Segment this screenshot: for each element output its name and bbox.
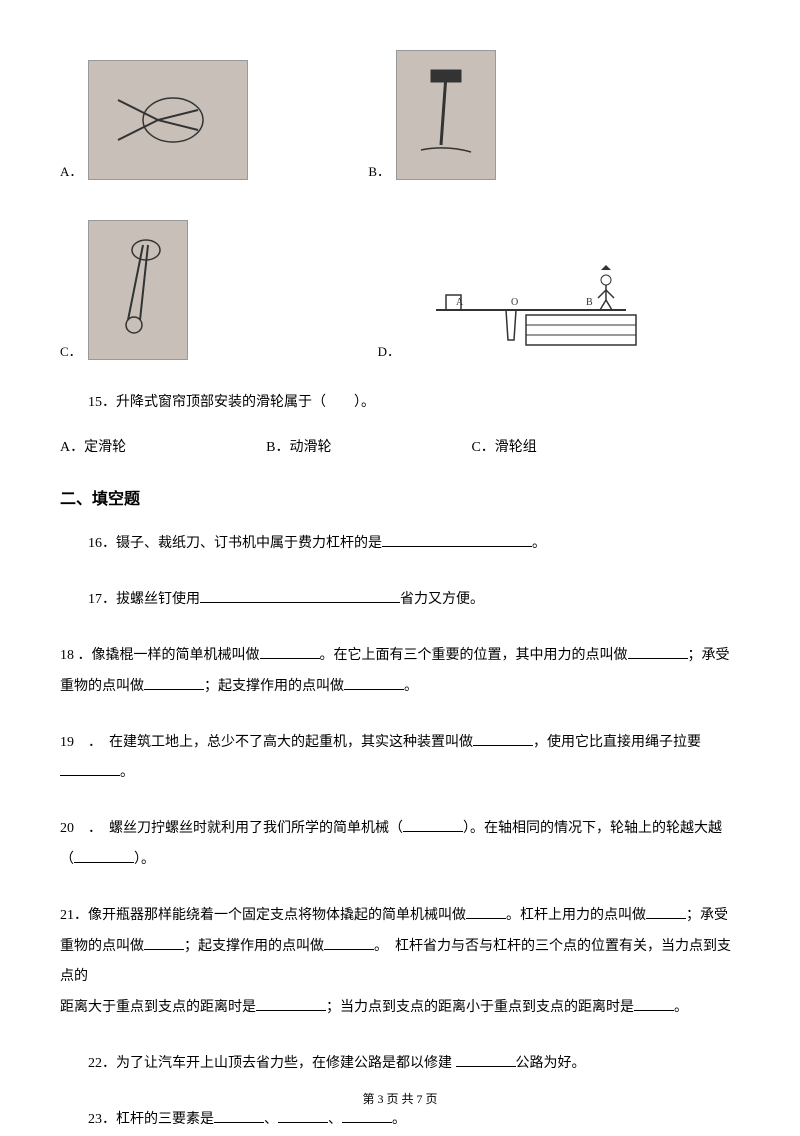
question-22: 22．为了让汽车开上山顶去省力些，在修建公路是都以修建 公路为好。	[60, 1049, 740, 1080]
question-21: 21．像开瓶器那样能绕着一个固定支点将物体撬起的简单机械叫做 。杠杆上用力的点叫做…	[60, 901, 740, 1024]
question-16: 16．镊子、裁纸刀、订书机中属于费力杠杆的是 。	[60, 529, 740, 560]
q23-p3: 、	[328, 1112, 342, 1127]
q20-blank1	[403, 831, 463, 832]
option-b-container: B．	[368, 50, 496, 180]
q15-text: 15．升降式窗帘顶部安装的滑轮属于（ ）。	[88, 395, 375, 410]
q18-p4: 重物的点叫做	[60, 679, 144, 694]
image-d-seesaw: A O B	[406, 260, 656, 360]
question-19: 19 ． 在建筑工地上，总少不了高大的起重机，其实这种装置叫做 ，使用它比直接用绳…	[60, 728, 740, 790]
q21-p5: ；起支撑作用的点叫做	[184, 939, 324, 954]
q16-suffix: 。	[532, 536, 546, 551]
q23-blank1	[214, 1122, 264, 1123]
q16-blank	[382, 546, 532, 547]
q21-blank5	[256, 1010, 326, 1011]
label-c: C．	[60, 341, 82, 360]
question-15: 15．升降式窗帘顶部安装的滑轮属于（ ）。	[60, 390, 740, 415]
svg-text:O: O	[511, 297, 518, 308]
q18-p3: ；承受	[688, 648, 730, 663]
q21-blank3	[144, 949, 184, 950]
q21-p4: 重物的点叫做	[60, 939, 144, 954]
q15-opt-c: C．滑轮组	[471, 435, 536, 460]
q21-blank6	[634, 1010, 674, 1011]
q20-blank2	[74, 862, 134, 863]
q23-p1: 23．杠杆的三要素是	[88, 1112, 214, 1127]
svg-text:A: A	[456, 297, 464, 308]
q17-prefix: 17．拔螺丝钉使用	[88, 592, 200, 607]
q19-blank2	[60, 775, 120, 776]
q21-blank2	[646, 918, 686, 919]
image-b-hammer	[396, 50, 496, 180]
q20-p4: ）。	[134, 852, 155, 867]
q15-opt-a: A．定滑轮	[60, 435, 126, 460]
q21-p2: 。杠杆上用力的点叫做	[506, 908, 646, 923]
q23-p2: 、	[264, 1112, 278, 1127]
q15-options: A．定滑轮 B．动滑轮 C．滑轮组	[60, 435, 740, 460]
hammer-icon	[406, 60, 486, 170]
q20-p1: 20 ． 螺丝刀拧螺丝时就利用了我们所学的简单机械（	[60, 821, 403, 836]
label-a: A．	[60, 161, 82, 180]
page-footer: 第 3 页 共 7 页	[0, 1090, 800, 1107]
label-b: B．	[368, 161, 390, 180]
pliers-icon	[98, 70, 238, 170]
question-18: 18 ．像撬棍一样的简单机械叫做 。在它上面有三个重要的位置，其中用力的点叫做 ；承…	[60, 641, 740, 703]
q18-p6: 。	[404, 679, 418, 694]
q18-p5: ；起支撑作用的点叫做	[204, 679, 344, 694]
q21-p3: ；承受	[686, 908, 728, 923]
q17-suffix: 省力又方便。	[400, 592, 484, 607]
question-20: 20 ． 螺丝刀拧螺丝时就利用了我们所学的简单机械（ ）。在轴相同的情况下，轮轴上…	[60, 814, 740, 876]
question-23: 23．杠杆的三要素是 、 、 。	[60, 1105, 740, 1136]
q21-blank1	[466, 918, 506, 919]
q18-blank3	[144, 689, 204, 690]
option-d-container: D． A O B	[378, 260, 656, 360]
q15-opt-b: B．动滑轮	[266, 435, 331, 460]
q23-blank3	[342, 1122, 392, 1123]
q19-p3: 。	[120, 765, 134, 780]
image-a-pliers	[88, 60, 248, 180]
q18-p2: 。在它上面有三个重要的位置，其中用力的点叫做	[320, 648, 628, 663]
q18-blank2	[628, 658, 688, 659]
q18-blank4	[344, 689, 404, 690]
option-c-container: C．	[60, 220, 188, 360]
q21-p6: 。 杠杆省力与否与杠杆的三个点的位置有关，当力点到支点的	[60, 939, 731, 985]
q19-p2: ，使用它比直接用绳子拉要	[533, 735, 701, 750]
seesaw-icon: A O B	[406, 260, 656, 360]
q20-p2: ）。在轴相同的情况下，轮轴上的轮越大越	[463, 821, 722, 836]
image-c-tongs	[88, 220, 188, 360]
q22-blank	[456, 1066, 516, 1067]
q22-p2: 公路为好。	[516, 1056, 586, 1071]
svg-text:B: B	[586, 297, 593, 308]
q21-p8: ；当力点到支点的距离小于重点到支点的距离时是	[326, 1000, 634, 1015]
q17-blank	[200, 602, 400, 603]
label-d: D．	[378, 341, 400, 360]
tongs-icon	[98, 230, 178, 350]
image-row-cd: C． D． A O B	[60, 220, 740, 360]
q19-blank1	[473, 745, 533, 746]
q21-p9: 。	[674, 1000, 688, 1015]
q21-p1: 21．像开瓶器那样能绕着一个固定支点将物体撬起的简单机械叫做	[60, 908, 466, 923]
q18-p1: 18 ．像撬棍一样的简单机械叫做	[60, 648, 260, 663]
question-17: 17．拔螺丝钉使用 省力又方便。	[60, 585, 740, 616]
q18-blank1	[260, 658, 320, 659]
q16-prefix: 16．镊子、裁纸刀、订书机中属于费力杠杆的是	[88, 536, 382, 551]
q19-p1: 19 ． 在建筑工地上，总少不了高大的起重机，其实这种装置叫做	[60, 735, 473, 750]
image-row-ab: A． B．	[60, 50, 740, 180]
section-2-title: 二、填空题	[60, 485, 740, 509]
q21-p7: 距离大于重点到支点的距离时是	[60, 1000, 256, 1015]
q22-p1: 22．为了让汽车开上山顶去省力些，在修建公路是都以修建	[88, 1056, 456, 1071]
q21-blank4	[324, 949, 374, 950]
q23-p4: 。	[392, 1112, 406, 1127]
option-a-container: A．	[60, 60, 248, 180]
q23-blank2	[278, 1122, 328, 1123]
q20-p3: （	[60, 852, 74, 867]
